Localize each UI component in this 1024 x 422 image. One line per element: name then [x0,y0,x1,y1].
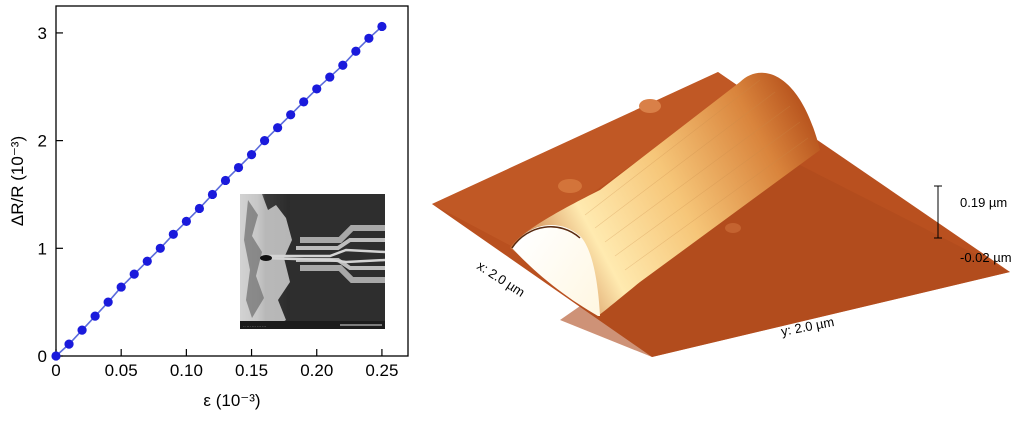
y-tick-label: 3 [38,24,47,43]
plot-frame [55,5,409,357]
data-point [103,297,113,307]
x-tick-label: 0.25 [365,361,398,380]
data-point [338,60,348,70]
x-tick-label: 0.15 [235,361,268,380]
data-point [51,351,61,361]
y-tick-label: 1 [38,239,47,258]
data-point [181,216,191,226]
z-max-label: 0.19 µm [960,195,1007,210]
x-tick-label: 0.20 [300,361,333,380]
data-point [77,325,87,335]
data-point [325,72,335,82]
data-point [377,21,387,32]
data-point [116,282,126,292]
data-point [220,175,231,186]
data-point [155,243,165,253]
x-axis-ticks: 0 0.05 0.10 0.15 0.20 0.25 [51,349,398,380]
data-point [129,269,139,279]
data-point [207,189,218,200]
data-point [259,136,270,146]
x-tick-label: 0 [51,361,60,380]
data-point [312,84,322,94]
x-tick-label: 0.05 [105,361,138,380]
data-point [364,33,374,43]
data-point [142,256,152,266]
sem-inset-image: ·· ··· ··· ··· ··· [240,194,386,329]
data-point [64,339,74,349]
data-point [246,150,257,160]
z-min-label: -0.02 µm [960,250,1012,265]
x-tick-label: 0.10 [170,361,203,380]
afm-surface-image: 0.19 µm -0.02 µm x: 2.0 µm y: 2.0 µm [432,72,1012,357]
data-point [299,97,309,107]
data-point [233,162,244,173]
data-point [194,203,205,214]
data-point [90,311,100,321]
data-series [51,21,387,361]
z-scale-bar [934,185,942,239]
y-tick-label: 2 [38,132,47,151]
data-point [351,46,361,56]
y-axis-ticks: 0 1 2 3 [38,24,63,366]
y-tick-label: 0 [38,347,47,366]
strain-plot: 0 0.05 0.10 0.15 0.20 0.25 0 1 2 3 ·· ··· ··· ··… [8,5,409,410]
svg-text:·· ··· ··· ··· ···: ·· ··· ··· ··· ··· [243,324,266,329]
data-point [286,110,296,120]
data-point [168,229,178,239]
data-point [273,123,283,133]
x-axis-label: ε (10⁻³) [203,391,260,410]
y-axis-label: ΔR/R (10⁻³) [8,136,27,226]
